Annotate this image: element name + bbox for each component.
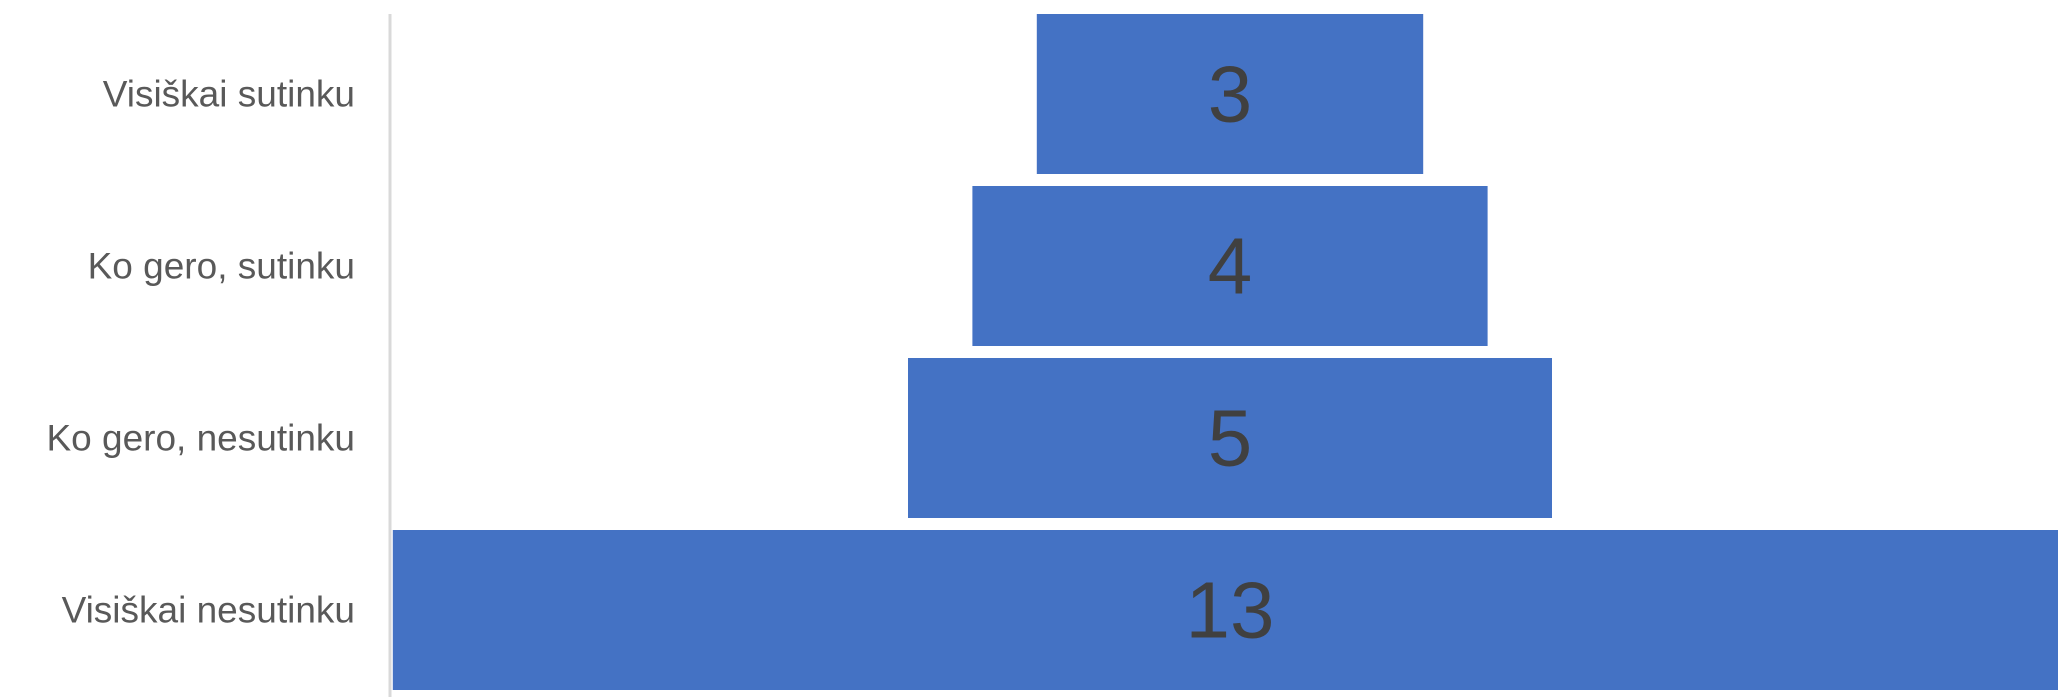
bar-value-label: 13 [1186,566,1275,655]
funnel-bar [908,358,1552,518]
funnel-bars: 3 4 5 13 [392,14,2058,690]
bar-value-label: 5 [1208,394,1253,483]
category-tick-label: Visiškai sutinku [103,74,355,115]
funnel-bar [392,530,2058,690]
funnel-bar [972,186,1488,346]
bar-value-label: 3 [1208,50,1253,139]
bar-value-label: 4 [1208,222,1253,311]
category-labels: Visiškai sutinku Ko gero, sutinku Ko gero,… [46,74,355,631]
category-tick-label: Visiškai nesutinku [62,590,355,631]
funnel-bar [1036,14,1424,174]
category-tick-label: Ko gero, sutinku [88,246,355,287]
category-tick-label: Ko gero, nesutinku [46,418,355,459]
